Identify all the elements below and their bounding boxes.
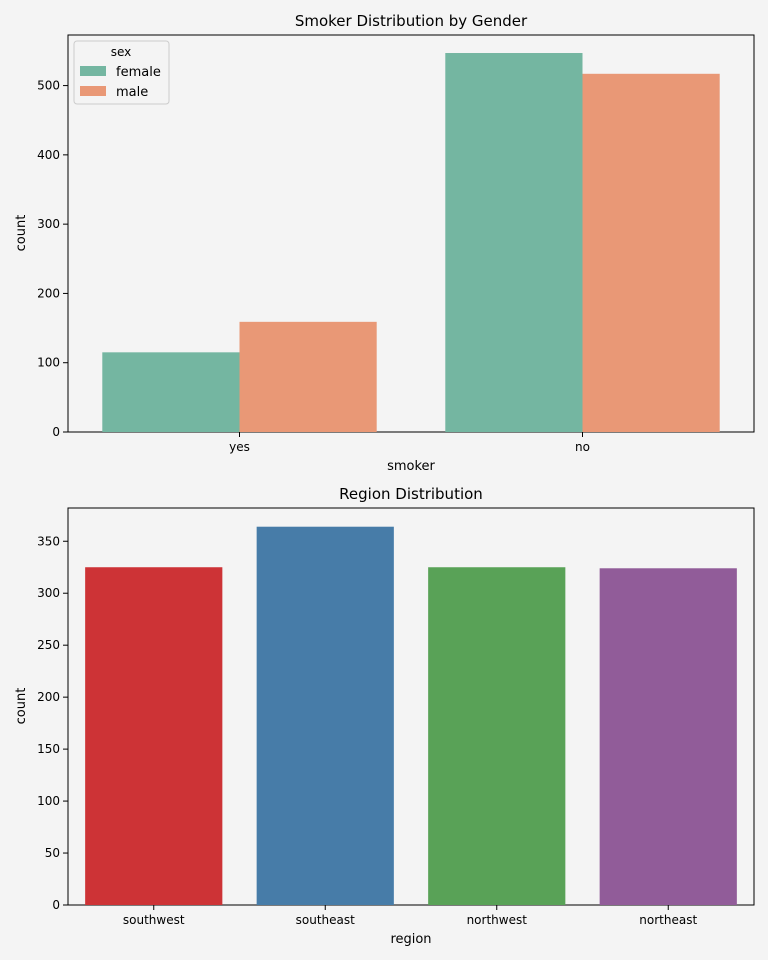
bar-southeast <box>256 526 394 905</box>
bar-southwest <box>85 567 223 905</box>
region-ytick-label-300: 300 <box>37 586 60 600</box>
legend-label-female: female <box>116 65 161 80</box>
smoker-ytick-label-0: 0 <box>52 425 60 439</box>
region-y-ticks: 0 50 100 150 200 250 300 350 <box>37 534 68 912</box>
region-chart: Region Distribution region count 0 50 100 1… <box>14 485 755 947</box>
region-ytick-label-200: 200 <box>37 690 60 704</box>
region-ytick-label-250: 250 <box>37 638 60 652</box>
smoker-xtick-label-yes: yes <box>229 440 250 454</box>
smoker-ytick-label-400: 400 <box>37 148 60 162</box>
region-ytick-label-150: 150 <box>37 742 60 756</box>
region-y-axis-label: count <box>14 688 29 725</box>
legend-swatch-female <box>80 66 106 76</box>
legend-title: sex <box>111 45 132 59</box>
smoker-x-axis-label: smoker <box>387 459 435 474</box>
region-x-ticks: southwest southeast northwest northeast <box>123 905 697 927</box>
region-ytick-label-50: 50 <box>45 846 60 860</box>
legend-label-male: male <box>116 85 148 100</box>
region-bars <box>85 526 737 905</box>
smoker-xtick-label-no: no <box>575 440 590 454</box>
region-ytick-label-350: 350 <box>37 534 60 548</box>
legend-swatch-male <box>80 86 106 96</box>
region-ytick-label-0: 0 <box>52 898 60 912</box>
region-chart-title: Region Distribution <box>339 485 483 503</box>
bar-no-female <box>445 53 583 432</box>
bar-northwest <box>428 567 566 905</box>
smoker-bars <box>102 53 720 432</box>
region-xtick-label-southwest: southwest <box>123 913 185 927</box>
bar-yes-male <box>239 321 377 432</box>
smoker-ytick-label-300: 300 <box>37 217 60 231</box>
smoker-ytick-label-200: 200 <box>37 286 60 300</box>
smoker-ytick-label-500: 500 <box>37 79 60 93</box>
bar-yes-female <box>102 352 240 432</box>
region-xtick-label-northeast: northeast <box>639 913 697 927</box>
smoker-chart-title: Smoker Distribution by Gender <box>295 12 528 30</box>
legend: sex female male <box>73 40 170 105</box>
smoker-ytick-label-100: 100 <box>37 356 60 370</box>
region-xtick-label-southeast: southeast <box>296 913 355 927</box>
bar-northeast <box>599 568 737 905</box>
smoker-y-axis-label: count <box>14 215 29 252</box>
region-xtick-label-northwest: northwest <box>467 913 528 927</box>
bar-no-male <box>582 73 720 432</box>
region-ytick-label-100: 100 <box>37 794 60 808</box>
region-x-axis-label: region <box>390 932 431 947</box>
smoker-chart: Smoker Distribution by Gender smoker cou… <box>14 12 755 474</box>
smoker-y-ticks: 0 100 200 300 400 500 <box>37 79 68 439</box>
smoker-x-ticks: yes no <box>229 432 590 454</box>
